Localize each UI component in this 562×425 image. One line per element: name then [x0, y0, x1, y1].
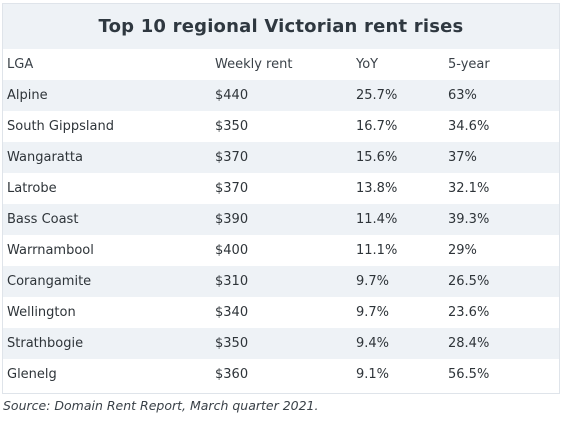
cell-weekly-rent: $360	[215, 367, 249, 382]
cell-yoy: 9.1%	[356, 367, 390, 382]
cell-yoy: 16.7%	[356, 119, 398, 134]
cell-yoy: 11.4%	[356, 212, 398, 227]
table-header-row: LGA Weekly rent YoY 5-year	[3, 49, 559, 80]
table-title-bar: Top 10 regional Victorian rent rises	[3, 4, 559, 49]
cell-weekly-rent: $350	[215, 119, 249, 134]
cell-lga: Strathbogie	[7, 336, 84, 351]
table-title: Top 10 regional Victorian rent rises	[98, 16, 464, 37]
table-row: Latrobe $370 13.8% 32.1%	[3, 173, 559, 204]
cell-weekly-rent: $310	[215, 274, 249, 289]
rent-table: Top 10 regional Victorian rent rises LGA…	[2, 3, 560, 394]
cell-5-year: 29%	[448, 243, 477, 258]
header-5-year: 5-year	[448, 57, 490, 72]
cell-yoy: 25.7%	[356, 88, 398, 103]
cell-yoy: 9.7%	[356, 274, 390, 289]
cell-5-year: 32.1%	[448, 181, 490, 196]
cell-lga: Wangaratta	[7, 150, 83, 165]
cell-lga: South Gippsland	[7, 119, 114, 134]
cell-5-year: 23.6%	[448, 305, 490, 320]
cell-yoy: 9.4%	[356, 336, 390, 351]
header-weekly-rent: Weekly rent	[215, 57, 293, 72]
cell-lga: Wellington	[7, 305, 76, 320]
table-row: Corangamite $310 9.7% 26.5%	[3, 266, 559, 297]
table-row: Wellington $340 9.7% 23.6%	[3, 297, 559, 328]
cell-yoy: 11.1%	[356, 243, 398, 258]
cell-lga: Bass Coast	[7, 212, 79, 227]
cell-lga: Alpine	[7, 88, 48, 103]
table-row: Wangaratta $370 15.6% 37%	[3, 142, 559, 173]
cell-weekly-rent: $370	[215, 150, 249, 165]
cell-5-year: 28.4%	[448, 336, 490, 351]
cell-weekly-rent: $340	[215, 305, 249, 320]
cell-lga: Warrnambool	[7, 243, 94, 258]
table-row: Strathbogie $350 9.4% 28.4%	[3, 328, 559, 359]
cell-weekly-rent: $370	[215, 181, 249, 196]
cell-weekly-rent: $400	[215, 243, 249, 258]
cell-yoy: 15.6%	[356, 150, 398, 165]
cell-weekly-rent: $350	[215, 336, 249, 351]
table-row: Warrnambool $400 11.1% 29%	[3, 235, 559, 266]
cell-5-year: 63%	[448, 88, 477, 103]
table-row: Bass Coast $390 11.4% 39.3%	[3, 204, 559, 235]
cell-5-year: 39.3%	[448, 212, 490, 227]
cell-5-year: 37%	[448, 150, 477, 165]
header-yoy: YoY	[356, 57, 379, 72]
cell-5-year: 26.5%	[448, 274, 490, 289]
table-row: South Gippsland $350 16.7% 34.6%	[3, 111, 559, 142]
cell-weekly-rent: $440	[215, 88, 249, 103]
source-note: Source: Domain Rent Report, March quarte…	[3, 398, 319, 413]
cell-lga: Glenelg	[7, 367, 57, 382]
header-lga: LGA	[7, 57, 34, 72]
cell-5-year: 56.5%	[448, 367, 490, 382]
cell-lga: Latrobe	[7, 181, 57, 196]
cell-weekly-rent: $390	[215, 212, 249, 227]
cell-yoy: 9.7%	[356, 305, 390, 320]
cell-5-year: 34.6%	[448, 119, 490, 134]
cell-yoy: 13.8%	[356, 181, 398, 196]
table-row: Glenelg $360 9.1% 56.5%	[3, 359, 559, 390]
cell-lga: Corangamite	[7, 274, 92, 289]
table-row: Alpine $440 25.7% 63%	[3, 80, 559, 111]
